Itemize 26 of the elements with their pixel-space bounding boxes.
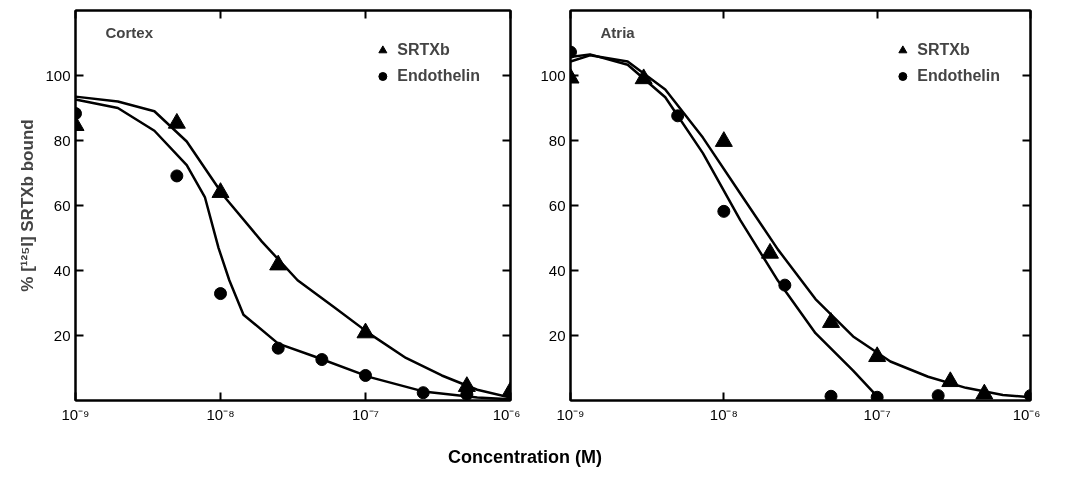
x-tick-label: 10⁻⁶: [1012, 405, 1041, 423]
y-tick-label: 80: [53, 131, 71, 149]
y-tick-label: 40: [53, 261, 71, 279]
y-tick-label: 60: [548, 196, 566, 214]
y-tick-label: 40: [548, 261, 566, 279]
y-tick-label: 100: [45, 66, 71, 84]
x-tick-label: 10⁻⁹: [61, 405, 90, 423]
y-tick-label: 80: [548, 131, 566, 149]
y-tick-label: 100: [540, 66, 566, 84]
y-axis-title: % [¹²⁵I] SRTXb bound: [18, 119, 38, 292]
y-tick-label: 20: [548, 326, 566, 344]
x-tick-label: 10⁻⁸: [709, 405, 738, 423]
y-tick-label: 60: [53, 196, 71, 214]
legend-label: SRTXb: [397, 41, 450, 59]
text: Cortex: [105, 23, 154, 41]
x-axis-title: Concentration (M): [448, 446, 602, 469]
x-tick-label: 10⁻⁷: [351, 405, 380, 423]
x-tick-label: 10⁻⁷: [863, 405, 891, 423]
text: Atria: [600, 23, 636, 41]
legend-label: Endothelin: [397, 67, 480, 85]
x-tick-label: 10⁻⁶: [492, 405, 521, 423]
x-tick-label: 10⁻⁹: [556, 405, 585, 423]
legend-label: SRTXb: [917, 41, 970, 59]
y-tick-label: 20: [53, 326, 71, 344]
legend-label: Endothelin: [917, 67, 1000, 85]
x-tick-label: 10⁻⁸: [206, 405, 235, 423]
